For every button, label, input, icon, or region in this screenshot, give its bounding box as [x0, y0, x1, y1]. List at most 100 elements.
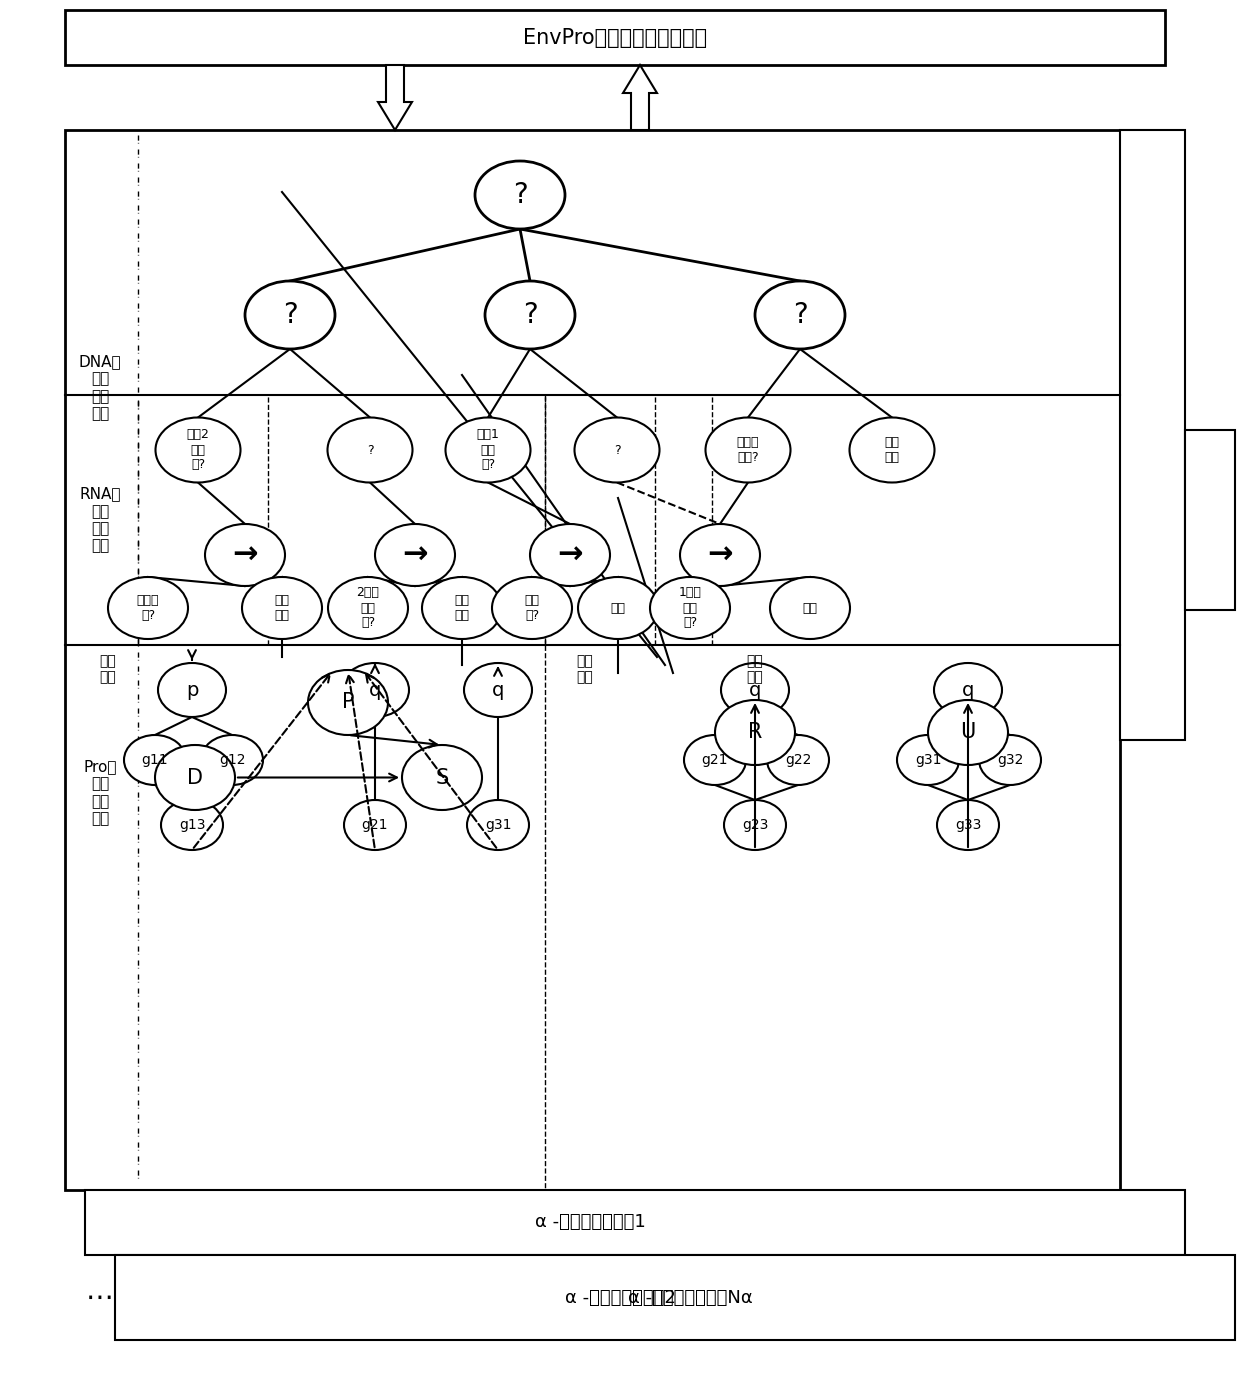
- Text: ?: ?: [522, 301, 537, 329]
- Text: ?: ?: [367, 444, 373, 456]
- Text: g21: g21: [702, 753, 728, 767]
- Ellipse shape: [124, 735, 186, 785]
- Ellipse shape: [242, 578, 322, 639]
- Ellipse shape: [980, 735, 1042, 785]
- Ellipse shape: [155, 417, 241, 483]
- Text: q: q: [492, 681, 505, 699]
- Text: ⋯: ⋯: [86, 1283, 114, 1311]
- Text: 功能
基因: 功能 基因: [746, 654, 764, 684]
- Text: q: q: [749, 681, 761, 699]
- Ellipse shape: [492, 578, 572, 639]
- Text: g11: g11: [141, 753, 169, 767]
- Text: P: P: [342, 692, 355, 713]
- Text: 协同
搜索: 协同 搜索: [884, 437, 899, 465]
- Ellipse shape: [928, 700, 1008, 764]
- Text: 未发现
目标?: 未发现 目标?: [737, 437, 759, 465]
- Text: R: R: [748, 723, 763, 742]
- Text: g33: g33: [955, 817, 981, 831]
- Text: S: S: [435, 767, 449, 788]
- Ellipse shape: [402, 745, 482, 810]
- Ellipse shape: [422, 578, 502, 639]
- Text: 运输: 运输: [802, 601, 817, 615]
- Ellipse shape: [308, 670, 388, 735]
- Text: →: →: [232, 540, 258, 569]
- Ellipse shape: [341, 663, 409, 717]
- Text: p: p: [186, 681, 198, 699]
- Ellipse shape: [329, 578, 408, 639]
- Ellipse shape: [755, 280, 844, 349]
- Ellipse shape: [529, 525, 610, 586]
- Text: 负载
够?: 负载 够?: [525, 594, 539, 622]
- Ellipse shape: [715, 700, 795, 764]
- Text: 2型目
标死
亡?: 2型目 标死 亡?: [357, 586, 379, 629]
- Ellipse shape: [724, 799, 786, 850]
- Text: ?: ?: [792, 301, 807, 329]
- Text: 离基地
近?: 离基地 近?: [136, 594, 159, 622]
- Ellipse shape: [768, 735, 830, 785]
- Text: g21: g21: [362, 817, 388, 831]
- Ellipse shape: [485, 280, 575, 349]
- Text: 行动
基因: 行动 基因: [99, 654, 117, 684]
- Text: g22: g22: [785, 753, 811, 767]
- Text: 发现2
型目
标?: 发现2 型目 标?: [186, 428, 210, 472]
- Ellipse shape: [467, 799, 529, 850]
- Ellipse shape: [934, 663, 1002, 717]
- Ellipse shape: [108, 578, 188, 639]
- Text: ?: ?: [512, 181, 527, 209]
- Text: α -组织细胞机器人Nα: α -组织细胞机器人Nα: [627, 1289, 753, 1307]
- Text: g31: g31: [485, 817, 511, 831]
- Text: ?: ?: [614, 444, 620, 456]
- Ellipse shape: [650, 578, 730, 639]
- Bar: [64, 130, 1120, 1190]
- Text: U: U: [960, 723, 976, 742]
- Text: g32: g32: [997, 753, 1023, 767]
- Text: g12: g12: [218, 753, 246, 767]
- Ellipse shape: [680, 525, 760, 586]
- Text: ?: ?: [283, 301, 298, 329]
- Ellipse shape: [849, 417, 935, 483]
- Ellipse shape: [327, 417, 413, 483]
- Text: DNA：
信息
融合
决策: DNA： 信息 融合 决策: [78, 354, 122, 421]
- Text: 协同
运输: 协同 运输: [455, 594, 470, 622]
- Ellipse shape: [937, 799, 999, 850]
- Ellipse shape: [157, 663, 226, 717]
- Ellipse shape: [201, 735, 263, 785]
- Ellipse shape: [706, 417, 791, 483]
- Text: 发现1
型目
标?: 发现1 型目 标?: [476, 428, 500, 472]
- Text: →: →: [707, 540, 733, 569]
- Text: 抓取: 抓取: [610, 601, 625, 615]
- Bar: [64, 10, 1166, 66]
- Ellipse shape: [161, 799, 223, 850]
- Text: →: →: [557, 540, 583, 569]
- Ellipse shape: [205, 525, 285, 586]
- Ellipse shape: [246, 280, 335, 349]
- Text: 协同
围捕: 协同 围捕: [274, 594, 289, 622]
- Ellipse shape: [475, 160, 565, 229]
- Ellipse shape: [343, 799, 405, 850]
- Ellipse shape: [374, 525, 455, 586]
- Ellipse shape: [770, 578, 849, 639]
- Text: Pro：
行为
驱动
控制: Pro： 行为 驱动 控制: [83, 759, 117, 826]
- Text: 1号目
标到
手?: 1号目 标到 手?: [678, 586, 702, 629]
- Ellipse shape: [445, 417, 531, 483]
- Ellipse shape: [897, 735, 959, 785]
- Text: D: D: [187, 767, 203, 788]
- Bar: [115, 1256, 1235, 1341]
- Text: g13: g13: [179, 817, 206, 831]
- Ellipse shape: [464, 663, 532, 717]
- Text: →: →: [402, 540, 428, 569]
- Ellipse shape: [578, 578, 658, 639]
- Ellipse shape: [574, 417, 660, 483]
- Text: α -组织细胞机器人1: α -组织细胞机器人1: [534, 1214, 645, 1232]
- Polygon shape: [378, 66, 412, 130]
- Text: g31: g31: [915, 753, 941, 767]
- Bar: [1185, 430, 1235, 610]
- Text: q: q: [368, 681, 381, 699]
- Bar: [86, 1190, 1185, 1256]
- Ellipse shape: [155, 745, 236, 810]
- Text: q: q: [962, 681, 975, 699]
- Text: EnvPro：目标、障碍、友邻: EnvPro：目标、障碍、友邻: [523, 28, 707, 47]
- Text: 形态
基因: 形态 基因: [577, 654, 594, 684]
- Ellipse shape: [684, 735, 746, 785]
- Text: RNA：
形态
功能
生成: RNA： 形态 功能 生成: [79, 487, 120, 554]
